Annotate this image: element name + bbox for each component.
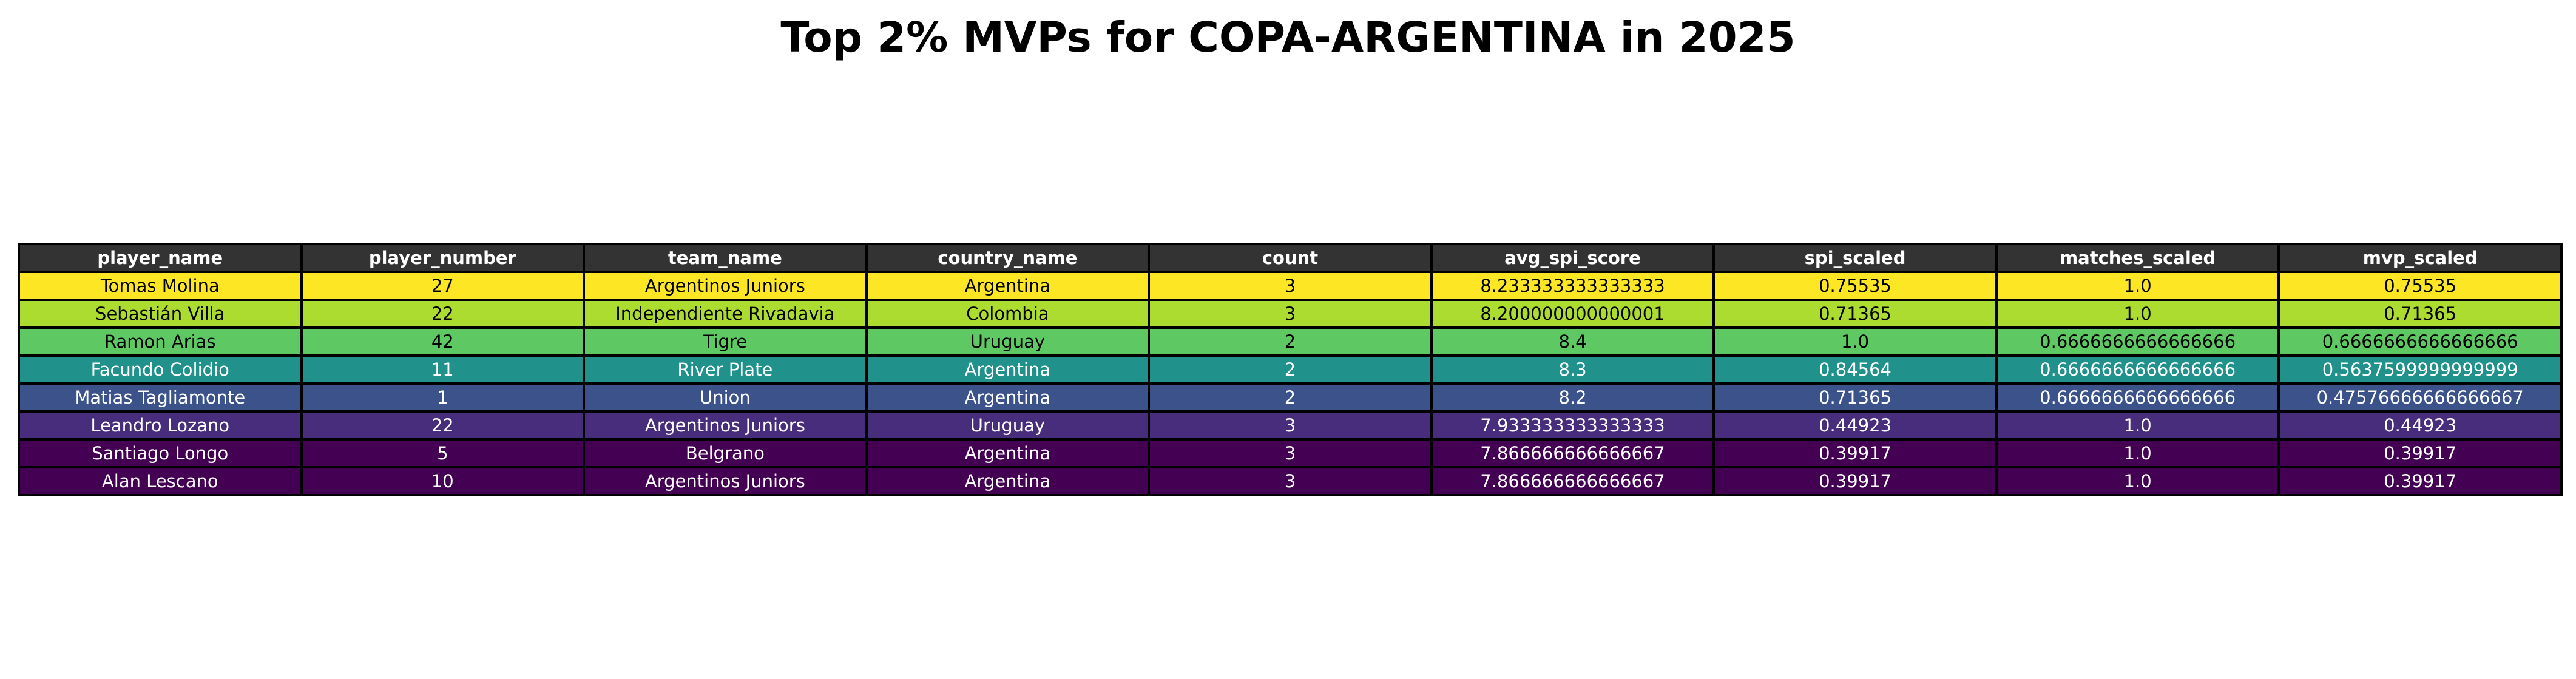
cell-player-name: Facundo Colidio <box>18 354 303 385</box>
cell-country-name: Argentina <box>865 466 1151 496</box>
cell-player-number: 11 <box>300 354 586 385</box>
cell-count: 3 <box>1148 466 1433 496</box>
cell-team-name: Union <box>583 382 868 413</box>
cell-mvp-scaled: 0.5637599999999999 <box>2277 354 2563 385</box>
cell-player-number: 22 <box>300 299 586 329</box>
cell-count: 2 <box>1148 382 1433 413</box>
cell-mvp-scaled: 0.47576666666666667 <box>2277 382 2563 413</box>
cell-team-name: Argentinos Juniors <box>583 271 868 301</box>
cell-player-name: Leandro Lozano <box>18 410 303 441</box>
cell-player-number: 27 <box>300 271 586 301</box>
cell-team-name: River Plate <box>583 354 868 385</box>
cell-count: 3 <box>1148 271 1433 301</box>
table-row: Matias Tagliamonte 1 Union Argentina 2 8.2 0.7… <box>18 382 2563 413</box>
cell-player-number: 5 <box>300 438 586 468</box>
chart-title: Top 2% MVPs for COPA-ARGENTINA in 2025 <box>780 13 1796 62</box>
cell-matches-scaled: 1.0 <box>1995 438 2280 468</box>
table-row: Sebastián Villa 22 Independiente Rivadavia… <box>18 299 2563 329</box>
cell-player-name: Santiago Longo <box>18 438 303 468</box>
cell-matches-scaled: 0.6666666666666666 <box>1995 326 2280 357</box>
cell-avg-spi-score: 7.866666666666667 <box>1430 466 1716 496</box>
cell-count: 2 <box>1148 354 1433 385</box>
column-header-spi-scaled: spi_scaled <box>1712 243 1998 273</box>
cell-count: 2 <box>1148 326 1433 357</box>
table-row: Santiago Longo 5 Belgrano Argentina 3 7.86666… <box>18 438 2563 468</box>
cell-player-name: Ramon Arias <box>18 326 303 357</box>
cell-player-number: 22 <box>300 410 586 441</box>
cell-player-number: 1 <box>300 382 586 413</box>
cell-spi-scaled: 0.75535 <box>1712 271 1998 301</box>
cell-team-name: Argentinos Juniors <box>583 466 868 496</box>
mvp-table: player_name player_number team_name coun… <box>18 243 2563 496</box>
table-row: Ramon Arias 42 Tigre Uruguay 2 8.4 1.0 0.666666… <box>18 326 2563 357</box>
column-header-matches-scaled: matches_scaled <box>1995 243 2280 273</box>
cell-count: 3 <box>1148 438 1433 468</box>
cell-mvp-scaled: 0.6666666666666666 <box>2277 326 2563 357</box>
cell-player-number: 42 <box>300 326 586 357</box>
cell-mvp-scaled: 0.71365 <box>2277 299 2563 329</box>
cell-avg-spi-score: 8.200000000000001 <box>1430 299 1716 329</box>
cell-team-name: Independiente Rivadavia <box>583 299 868 329</box>
cell-player-name: Matias Tagliamonte <box>18 382 303 413</box>
cell-team-name: Argentinos Juniors <box>583 410 868 441</box>
cell-country-name: Argentina <box>865 271 1151 301</box>
cell-spi-scaled: 0.71365 <box>1712 299 1998 329</box>
table-row: Leandro Lozano 22 Argentinos Juniors Urugua… <box>18 410 2563 441</box>
cell-avg-spi-score: 7.866666666666667 <box>1430 438 1716 468</box>
cell-mvp-scaled: 0.39917 <box>2277 438 2563 468</box>
column-header-player-number: player_number <box>300 243 586 273</box>
table-row: Tomas Molina 27 Argentinos Juniors Argentin… <box>18 271 2563 301</box>
cell-spi-scaled: 0.71365 <box>1712 382 1998 413</box>
cell-matches-scaled: 1.0 <box>1995 271 2280 301</box>
column-header-mvp-scaled: mvp_scaled <box>2277 243 2563 273</box>
cell-country-name: Argentina <box>865 354 1151 385</box>
cell-matches-scaled: 0.6666666666666666 <box>1995 354 2280 385</box>
cell-player-name: Tomas Molina <box>18 271 303 301</box>
cell-country-name: Colombia <box>865 299 1151 329</box>
table-body: Tomas Molina 27 Argentinos Juniors Argentin… <box>18 271 2563 496</box>
cell-matches-scaled: 1.0 <box>1995 299 2280 329</box>
cell-spi-scaled: 0.39917 <box>1712 438 1998 468</box>
cell-avg-spi-score: 8.2 <box>1430 382 1716 413</box>
cell-country-name: Argentina <box>865 382 1151 413</box>
cell-player-number: 10 <box>300 466 586 496</box>
cell-count: 3 <box>1148 410 1433 441</box>
cell-spi-scaled: 0.39917 <box>1712 466 1998 496</box>
cell-avg-spi-score: 8.3 <box>1430 354 1716 385</box>
cell-avg-spi-score: 8.233333333333333 <box>1430 271 1716 301</box>
cell-matches-scaled: 1.0 <box>1995 410 2280 441</box>
column-header-team-name: team_name <box>583 243 868 273</box>
table-header-row: player_name player_number team_name coun… <box>18 243 2563 273</box>
cell-mvp-scaled: 0.75535 <box>2277 271 2563 301</box>
cell-mvp-scaled: 0.39917 <box>2277 466 2563 496</box>
cell-matches-scaled: 0.6666666666666666 <box>1995 382 2280 413</box>
cell-team-name: Tigre <box>583 326 868 357</box>
cell-spi-scaled: 0.44923 <box>1712 410 1998 441</box>
cell-team-name: Belgrano <box>583 438 868 468</box>
cell-country-name: Argentina <box>865 438 1151 468</box>
cell-avg-spi-score: 8.4 <box>1430 326 1716 357</box>
cell-country-name: Uruguay <box>865 326 1151 357</box>
cell-avg-spi-score: 7.933333333333333 <box>1430 410 1716 441</box>
column-header-count: count <box>1148 243 1433 273</box>
cell-mvp-scaled: 0.44923 <box>2277 410 2563 441</box>
cell-spi-scaled: 0.84564 <box>1712 354 1998 385</box>
cell-player-name: Alan Lescano <box>18 466 303 496</box>
cell-player-name: Sebastián Villa <box>18 299 303 329</box>
cell-spi-scaled: 1.0 <box>1712 326 1998 357</box>
column-header-player-name: player_name <box>18 243 303 273</box>
table-row: Facundo Colidio 11 River Plate Argentina 2 8.… <box>18 354 2563 385</box>
table-row: Alan Lescano 10 Argentinos Juniors Argentin… <box>18 466 2563 496</box>
cell-matches-scaled: 1.0 <box>1995 466 2280 496</box>
column-header-avg-spi-score: avg_spi_score <box>1430 243 1716 273</box>
cell-count: 3 <box>1148 299 1433 329</box>
cell-country-name: Uruguay <box>865 410 1151 441</box>
column-header-country-name: country_name <box>865 243 1151 273</box>
